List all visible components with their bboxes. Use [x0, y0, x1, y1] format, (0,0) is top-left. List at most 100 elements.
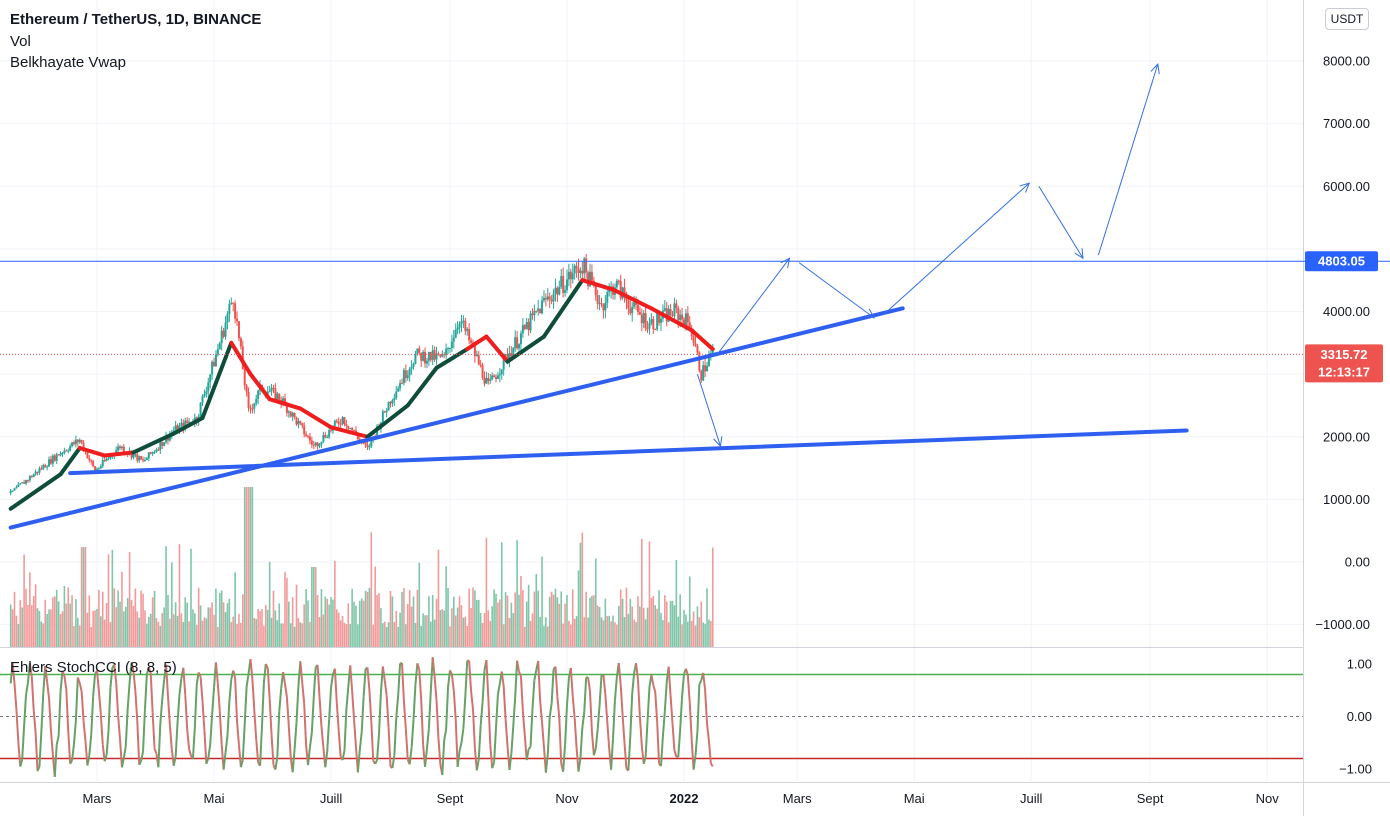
candle-body-232	[455, 330, 457, 338]
candle-body-282	[551, 300, 553, 302]
candle-body-274	[535, 311, 537, 312]
osc-segment-322	[628, 736, 630, 770]
volume-bar-26	[60, 614, 62, 647]
volume-bar-132	[263, 626, 265, 647]
candle-body-195	[384, 411, 386, 412]
volume-bar-185	[365, 591, 367, 647]
volume-bar-37	[81, 547, 83, 647]
volume-bar-115	[230, 622, 232, 647]
projection-segment-8	[1098, 64, 1157, 255]
volume-bar-96	[194, 613, 196, 647]
volume-bar-53	[112, 550, 114, 647]
candle-body-164	[324, 435, 326, 438]
volume-bar-198	[390, 591, 392, 647]
volume-bar-281	[549, 597, 551, 647]
volume-bar-289	[564, 604, 566, 647]
candle-body-175	[345, 424, 347, 426]
volume-bar-247	[484, 613, 486, 647]
current-price-label: 3315.72	[1321, 347, 1368, 362]
osc-segment-320	[625, 744, 627, 769]
candle-body-152	[301, 423, 303, 426]
volume-bar-171	[338, 613, 340, 647]
candle-body-150	[297, 421, 299, 424]
vwap-legend: Belkhayate Vwap	[10, 52, 126, 73]
candle-body-316	[616, 281, 618, 288]
osc-segment-136	[272, 735, 274, 765]
osc-segment-112	[226, 736, 228, 753]
volume-bar-276	[539, 617, 541, 647]
volume-bar-134	[267, 610, 269, 647]
candle-body-233	[457, 328, 459, 330]
price-tick-label-0: 8000.00	[1323, 54, 1370, 69]
volume-bar-6	[21, 608, 23, 647]
candle-body-23	[54, 456, 56, 461]
volume-bar-117	[234, 572, 236, 647]
volume-bar-5	[19, 600, 21, 647]
candle-body-348	[677, 308, 679, 320]
volume-bar-206	[405, 624, 407, 647]
volume-bar-265	[518, 595, 520, 647]
volume-bar-57	[119, 602, 121, 647]
osc-segment-123	[247, 674, 249, 686]
volume-bar-40	[87, 613, 89, 647]
candle-body-136	[271, 388, 273, 391]
candle-body-25	[58, 454, 60, 455]
volume-bar-245	[480, 613, 482, 647]
time-tick-label-3: Sept	[437, 791, 464, 806]
volume-bar-174	[344, 623, 346, 647]
volume-bar-183	[361, 598, 363, 647]
osc-segment-206	[406, 729, 408, 760]
candle-body-278	[543, 298, 545, 300]
candle-body-245	[480, 365, 482, 366]
volume-bar-163	[323, 614, 325, 647]
candle-body-275	[537, 308, 539, 311]
candle-body-198	[390, 402, 392, 403]
osc-segment-65	[135, 691, 137, 721]
candle-body-56	[117, 447, 119, 451]
osc-segment-223	[438, 739, 440, 765]
candle-body-57	[119, 447, 121, 448]
currency-button[interactable]: USDT	[1325, 8, 1369, 30]
osc-segment-57	[120, 739, 122, 767]
volume-bar-136	[271, 618, 273, 647]
osc-segment-284	[555, 667, 557, 697]
time-tick-label-5: 2022	[670, 791, 699, 806]
candle-body-167	[330, 430, 332, 431]
osc-segment-121	[243, 724, 245, 760]
osc-segment-361	[703, 673, 705, 690]
candle-body-255	[499, 374, 501, 375]
candle-body-202	[397, 388, 399, 391]
candle-body-220	[432, 350, 434, 360]
volume-bar-61	[127, 598, 129, 647]
osc-segment-37	[82, 692, 84, 722]
volume-bar-277	[541, 557, 543, 647]
osc-segment-86	[176, 722, 178, 756]
osc-segment-111	[224, 753, 226, 770]
volume-bar-112	[225, 612, 227, 647]
candle-body-288	[562, 276, 564, 293]
osc-segment-182	[360, 732, 362, 750]
volume-bar-156	[309, 622, 311, 647]
volume-bar-334	[651, 598, 653, 647]
volume-bar-105	[211, 602, 213, 647]
volume-bar-241	[472, 587, 474, 647]
osc-segment-230	[452, 674, 454, 691]
volume-bar-59	[123, 611, 125, 647]
osc-segment-28	[64, 676, 66, 689]
candle-body-148	[294, 413, 296, 417]
volume-bar-127	[254, 618, 256, 647]
volume-bar-251	[491, 606, 493, 647]
candle-body-125	[249, 408, 251, 409]
osc-segment-318	[621, 685, 623, 715]
volume-bar-320	[624, 617, 626, 647]
candle-body-197	[388, 402, 390, 411]
candle-body-303	[591, 272, 593, 281]
volume-bar-352	[685, 615, 687, 647]
osc-segment-258	[506, 719, 508, 746]
volume-bar-187	[369, 588, 371, 647]
osc-segment-125	[250, 659, 252, 679]
candle-body-161	[319, 444, 321, 446]
candle-body-207	[407, 375, 409, 378]
candle-body-163	[322, 435, 324, 442]
